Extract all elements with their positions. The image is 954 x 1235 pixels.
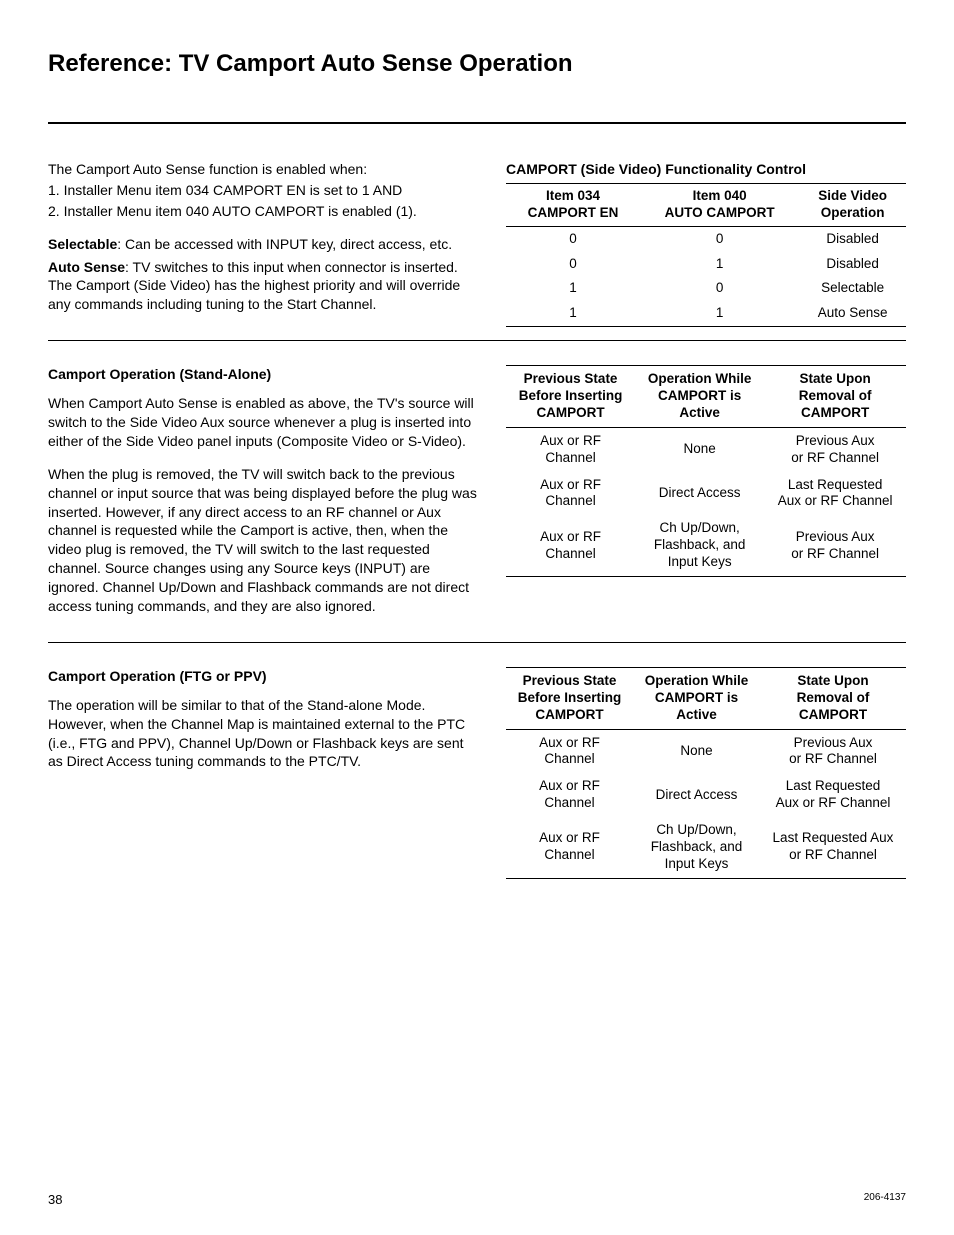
cell: Aux or RFChannel xyxy=(506,472,635,516)
cell: Auto Sense xyxy=(799,301,906,326)
cell: Selectable xyxy=(799,276,906,301)
table1-h3: Side VideoOperation xyxy=(799,183,906,226)
table1-caption: CAMPORT (Side Video) Functionality Contr… xyxy=(506,160,906,179)
cell: 1 xyxy=(506,276,640,301)
ftg-text-col: Camport Operation (FTG or PPV) The opera… xyxy=(48,667,478,879)
cell: 0 xyxy=(506,252,640,277)
ftg-heading: Camport Operation (FTG or PPV) xyxy=(48,667,478,686)
cell: Previous Auxor RF Channel xyxy=(764,515,906,576)
selectable-para: Selectable: Can be accessed with INPUT k… xyxy=(48,235,478,254)
intro-table-col: CAMPORT (Side Video) Functionality Contr… xyxy=(506,160,906,328)
page-number: 38 xyxy=(48,1192,62,1207)
table-functionality-control: Item 034CAMPORT EN Item 040AUTO CAMPORT … xyxy=(506,183,906,327)
table-row: Aux or RFChannel Ch Up/Down,Flashback, a… xyxy=(506,515,906,576)
standalone-p1: When Camport Auto Sense is enabled as ab… xyxy=(48,394,478,451)
cell: 0 xyxy=(640,226,799,251)
table-row: Aux or RFChannel Direct Access Last Requ… xyxy=(506,773,906,817)
cell: Disabled xyxy=(799,252,906,277)
cell: Aux or RFChannel xyxy=(506,773,633,817)
document-page: Reference: TV Camport Auto Sense Operati… xyxy=(0,0,954,1235)
standalone-table-col: Previous StateBefore InsertingCAMPORT Op… xyxy=(506,365,906,630)
section-rule-2 xyxy=(48,642,906,643)
table-row: Aux or RFChannel None Previous Auxor RF … xyxy=(506,427,906,471)
cell: Last RequestedAux or RF Channel xyxy=(760,773,906,817)
table-standalone-operation: Previous StateBefore InsertingCAMPORT Op… xyxy=(506,365,906,577)
document-number: 206-4137 xyxy=(864,1192,906,1207)
standalone-text-col: Camport Operation (Stand-Alone) When Cam… xyxy=(48,365,478,630)
table2-h2: Operation WhileCAMPORT isActive xyxy=(635,366,764,428)
page-title: Reference: TV Camport Auto Sense Operati… xyxy=(48,50,906,78)
cell: Previous Auxor RF Channel xyxy=(764,427,906,471)
section-ftg: Camport Operation (FTG or PPV) The opera… xyxy=(48,667,906,879)
cell: Aux or RFChannel xyxy=(506,817,633,878)
cell: Last RequestedAux or RF Channel xyxy=(764,472,906,516)
table-ftg-operation: Previous StateBefore InsertingCAMPORT Op… xyxy=(506,667,906,879)
table-row: 1 0 Selectable xyxy=(506,276,906,301)
cell: Disabled xyxy=(799,226,906,251)
cell: 1 xyxy=(506,301,640,326)
cell: Direct Access xyxy=(633,773,760,817)
table3-h1: Previous StateBefore InsertingCAMPORT xyxy=(506,667,633,729)
cell: 1 xyxy=(640,301,799,326)
autosense-label: Auto Sense xyxy=(48,259,125,275)
cell: None xyxy=(633,729,760,773)
section-rule-1 xyxy=(48,340,906,341)
cell: 0 xyxy=(640,276,799,301)
cell: Aux or RFChannel xyxy=(506,427,635,471)
standalone-heading: Camport Operation (Stand-Alone) xyxy=(48,365,478,384)
table1-h1: Item 034CAMPORT EN xyxy=(506,183,640,226)
table-row: Aux or RFChannel None Previous Auxor RF … xyxy=(506,729,906,773)
table2-h1: Previous StateBefore InsertingCAMPORT xyxy=(506,366,635,428)
autosense-para: Auto Sense: TV switches to this input wh… xyxy=(48,258,478,315)
cell: Aux or RFChannel xyxy=(506,729,633,773)
selectable-label: Selectable xyxy=(48,236,117,252)
table1-h2: Item 040AUTO CAMPORT xyxy=(640,183,799,226)
standalone-p2: When the plug is removed, the TV will sw… xyxy=(48,465,478,616)
cell: Ch Up/Down,Flashback, andInput Keys xyxy=(633,817,760,878)
table-row: 0 1 Disabled xyxy=(506,252,906,277)
table3-h2: Operation WhileCAMPORT isActive xyxy=(633,667,760,729)
table3-header-row: Previous StateBefore InsertingCAMPORT Op… xyxy=(506,667,906,729)
intro-item1: 1. Installer Menu item 034 CAMPORT EN is… xyxy=(48,181,478,200)
table-row: 0 0 Disabled xyxy=(506,226,906,251)
cell: None xyxy=(635,427,764,471)
table-row: Aux or RFChannel Direct Access Last Requ… xyxy=(506,472,906,516)
intro-item2: 2. Installer Menu item 040 AUTO CAMPORT … xyxy=(48,202,478,221)
table-row: 1 1 Auto Sense xyxy=(506,301,906,326)
table1-header-row: Item 034CAMPORT EN Item 040AUTO CAMPORT … xyxy=(506,183,906,226)
title-rule xyxy=(48,122,906,124)
cell: Previous Auxor RF Channel xyxy=(760,729,906,773)
cell: Ch Up/Down,Flashback, andInput Keys xyxy=(635,515,764,576)
cell: 1 xyxy=(640,252,799,277)
cell: Aux or RFChannel xyxy=(506,515,635,576)
ftg-p1: The operation will be similar to that of… xyxy=(48,696,478,772)
table2-h3: State UponRemoval ofCAMPORT xyxy=(764,366,906,428)
section-intro: The Camport Auto Sense function is enabl… xyxy=(48,160,906,328)
table2-header-row: Previous StateBefore InsertingCAMPORT Op… xyxy=(506,366,906,428)
cell: Last Requested Auxor RF Channel xyxy=(760,817,906,878)
selectable-text: : Can be accessed with INPUT key, direct… xyxy=(117,236,452,252)
page-footer: 38 206-4137 xyxy=(48,1192,906,1207)
ftg-table-col: Previous StateBefore InsertingCAMPORT Op… xyxy=(506,667,906,879)
table3-h3: State UponRemoval ofCAMPORT xyxy=(760,667,906,729)
section-standalone: Camport Operation (Stand-Alone) When Cam… xyxy=(48,365,906,630)
cell: 0 xyxy=(506,226,640,251)
table-row: Aux or RFChannel Ch Up/Down,Flashback, a… xyxy=(506,817,906,878)
cell: Direct Access xyxy=(635,472,764,516)
intro-text-col: The Camport Auto Sense function is enabl… xyxy=(48,160,478,328)
intro-lead: The Camport Auto Sense function is enabl… xyxy=(48,160,478,179)
